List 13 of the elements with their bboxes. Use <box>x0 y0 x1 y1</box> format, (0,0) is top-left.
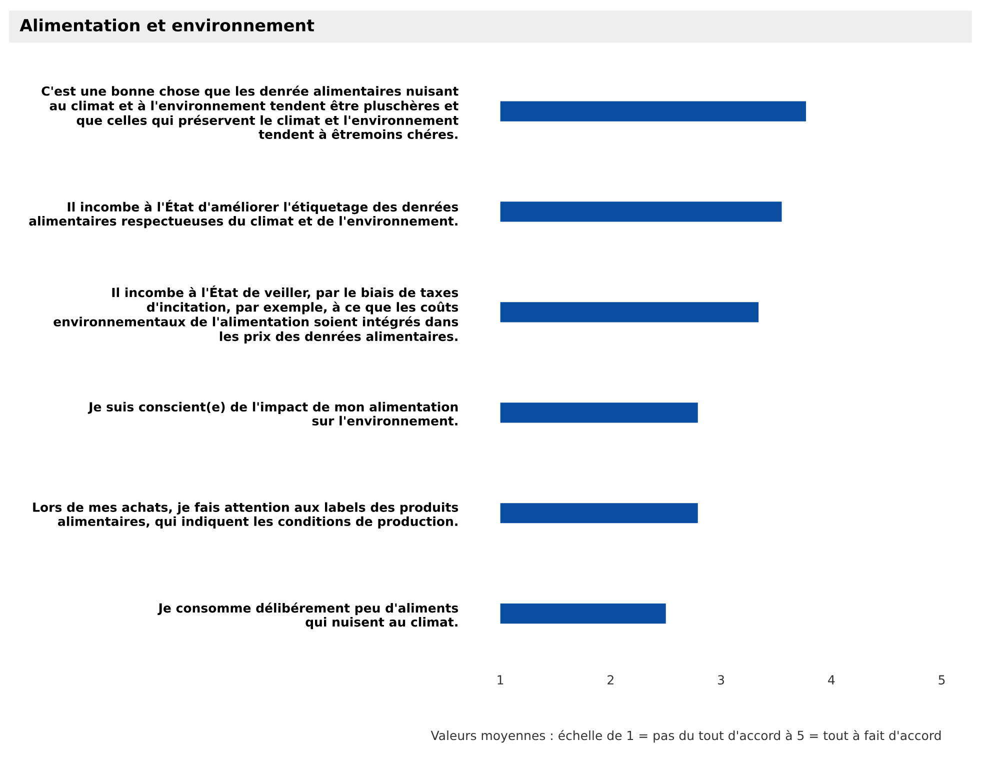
y-tick-label: C'est une bonne chose que les denrée alimentaires nuisant au climat et à l'environnement tendent être pluschères et que celles qui préservent le climat et l'environnement tendent à êtremoins chéres. <box>42 86 458 139</box>
x-tick-label: 2 <box>608 675 614 684</box>
x-tick-label: 3 <box>718 675 724 685</box>
y-tick-label: Il incombe à l'État de veiller, par le biais de taxes d'incitation, par exemple, à ce que les coûts environnementaux de l'alimentation soient intégrés dans les prix des denrées alimentaires. <box>54 285 458 344</box>
y-tick-label: Lors de mes achats, je fais attention aux labels des produits alimentaires, qui indiquent les conditions de production. <box>33 502 458 528</box>
x-tick-label: 1 <box>498 675 504 684</box>
x-tick-label: 5 <box>938 675 945 685</box>
text: Alimentation et environnement <box>20 18 314 32</box>
x-tick-label: 4 <box>828 675 835 684</box>
y-tick-label: Il incombe à l'État d'améliorer l'étiquetage des denrées alimentaires respectueuses du climat et de l'environnement. <box>29 200 458 228</box>
text: Valeurs moyennes : échelle de 1 = pas du tout d'accord à 5 = tout à fait d'accord <box>430 730 941 743</box>
y-tick-label: Je suis conscient(e) de l'impact de mon alimentation sur l'environnement. <box>88 402 458 426</box>
y-tick-label: Je consomme délibérement peu d'aliments qui nuisent au climat. <box>158 602 458 630</box>
